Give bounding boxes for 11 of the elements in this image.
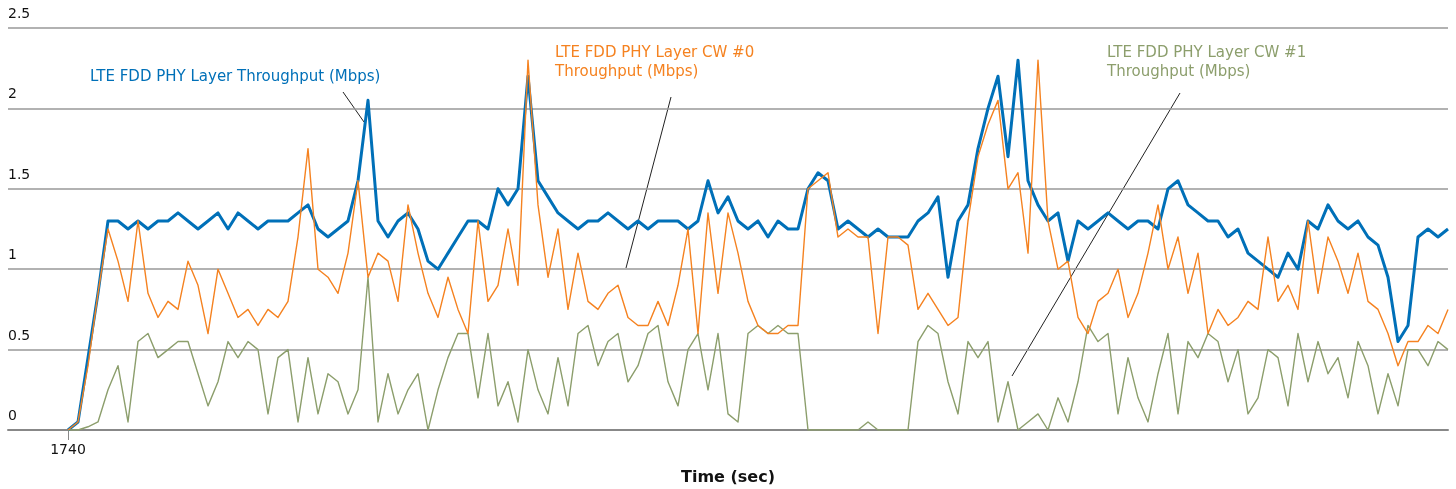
y-tick-label: 2 bbox=[8, 85, 17, 102]
x-tick-label: 1740 bbox=[50, 441, 86, 457]
y-tick-label: 0 bbox=[8, 407, 17, 423]
y-tick-label: 1.5 bbox=[8, 165, 31, 182]
y-tick-label: 2.5 bbox=[8, 5, 31, 21]
y-tick-label: 1 bbox=[8, 246, 17, 263]
series-label: LTE FDD PHY Layer CW #0 Throughput (Mbps) bbox=[554, 42, 759, 80]
x-axis-title: Time (sec) bbox=[681, 466, 775, 486]
series-label: LTE FDD PHY Layer Throughput (Mbps) bbox=[90, 66, 381, 85]
y-tick-label: 0.5 bbox=[8, 326, 31, 343]
text: LTE FDD PHY Layer CW #1 Throughput (Mbps) bbox=[1106, 42, 1311, 80]
